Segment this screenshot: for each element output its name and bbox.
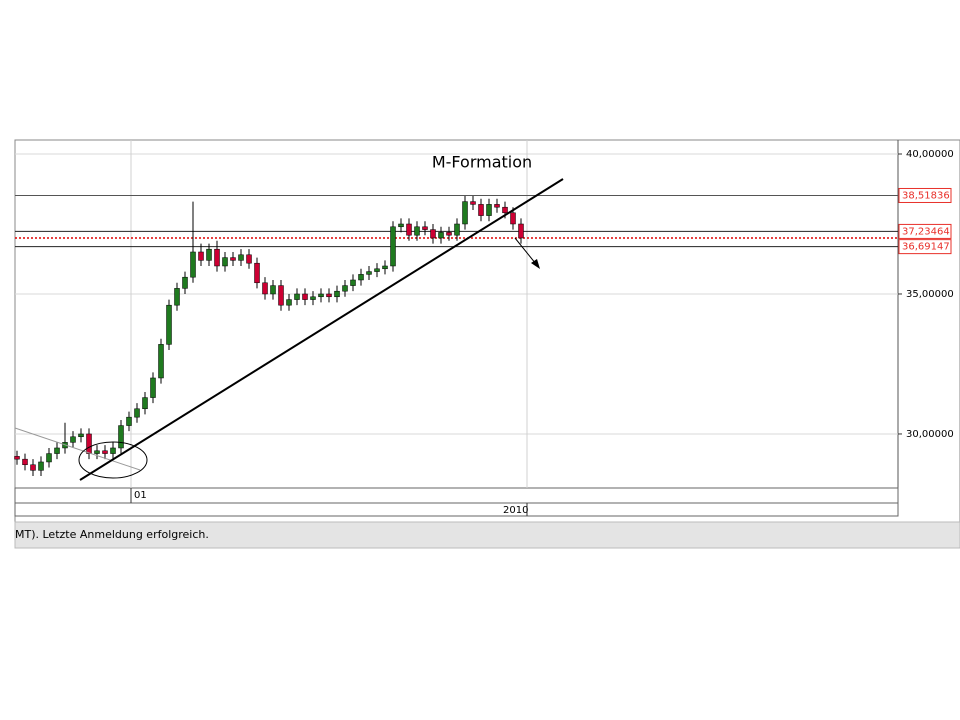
candle-body xyxy=(334,290,340,298)
candle-body xyxy=(510,212,516,225)
candle-body xyxy=(246,254,252,264)
candle-body xyxy=(206,248,212,261)
candle-body xyxy=(374,268,380,272)
candle-body xyxy=(54,447,60,454)
chart-frame xyxy=(14,139,960,523)
candle-body xyxy=(358,274,364,281)
candle-body xyxy=(198,251,204,261)
candle-body xyxy=(166,304,172,345)
candle-body xyxy=(398,223,404,228)
candle-body xyxy=(134,408,140,418)
candle-body xyxy=(486,204,492,216)
candle-body xyxy=(94,450,100,454)
candle-body xyxy=(390,226,396,267)
candle-body xyxy=(30,464,36,471)
candle-body xyxy=(110,447,116,454)
candle-body xyxy=(254,262,260,284)
candle-body xyxy=(222,257,228,267)
candle-body xyxy=(382,265,388,270)
candle-body xyxy=(150,377,156,398)
candle-body xyxy=(22,458,28,466)
date-axis xyxy=(14,487,899,517)
candle-body xyxy=(302,293,308,300)
status-bar xyxy=(14,521,960,549)
candle-body xyxy=(230,257,236,261)
candle-body xyxy=(38,461,44,471)
y-tick-label: 35,00000 xyxy=(906,289,954,300)
y-tick-label: 30,00000 xyxy=(906,429,954,440)
candle-body xyxy=(142,397,148,410)
candle-body xyxy=(446,232,452,236)
arrow-line xyxy=(514,237,537,265)
candle-body xyxy=(238,254,244,261)
level-label: 36,69147 xyxy=(902,242,950,253)
candle-body xyxy=(518,223,524,239)
level-label: 38,51836 xyxy=(902,190,950,201)
candle-body xyxy=(438,232,444,239)
candle-body xyxy=(342,285,348,292)
candle-body xyxy=(366,271,372,275)
candle-body xyxy=(286,299,292,306)
candle-body xyxy=(326,293,332,298)
candle-body xyxy=(310,296,316,300)
level-label: 37,23464 xyxy=(902,226,950,237)
candle-body xyxy=(174,288,180,306)
level-label-box xyxy=(898,223,952,239)
annotation-ellipse xyxy=(78,441,148,479)
candle-body xyxy=(46,453,52,463)
candle-body xyxy=(454,223,460,236)
aux-line xyxy=(14,427,141,471)
candle-body xyxy=(102,450,108,454)
candle-body xyxy=(494,204,500,208)
status-text: MT). Letzte Anmeldung erfolgreich. xyxy=(15,528,209,541)
candle-body xyxy=(350,279,356,286)
chart-title: M-Formation xyxy=(432,153,532,172)
candle-body xyxy=(118,425,124,449)
candle-body xyxy=(470,201,476,205)
candle-body xyxy=(430,229,436,239)
arrow-head xyxy=(531,259,540,269)
candle-body xyxy=(70,436,76,443)
x-tick-label: 01 xyxy=(134,490,147,501)
candle-body xyxy=(14,456,20,460)
trend-line xyxy=(79,178,564,481)
candle-body xyxy=(502,206,508,214)
candle-body xyxy=(182,276,188,289)
candle-body xyxy=(262,282,268,295)
candle-body xyxy=(158,344,164,379)
candle-body xyxy=(422,226,428,230)
y-tick-label: 40,00000 xyxy=(906,149,954,160)
candle-body xyxy=(462,201,468,225)
candle-body xyxy=(190,251,196,278)
candle-body xyxy=(406,223,412,236)
candle-body xyxy=(294,293,300,300)
candle-body xyxy=(78,433,84,438)
level-label-box xyxy=(898,187,952,203)
x-tick-label: 2010 xyxy=(503,505,528,516)
candle-body xyxy=(270,285,276,295)
candle-body xyxy=(278,285,284,306)
candle-body xyxy=(214,248,220,267)
candle-body xyxy=(318,293,324,298)
candle-body xyxy=(86,433,92,454)
candle-body xyxy=(414,226,420,236)
level-label-box xyxy=(898,239,952,255)
candle-body xyxy=(126,416,132,426)
candle-body xyxy=(478,204,484,216)
